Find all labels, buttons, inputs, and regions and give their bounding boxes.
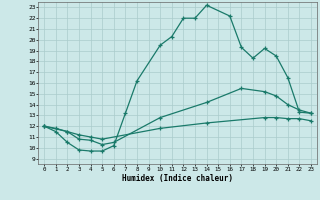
X-axis label: Humidex (Indice chaleur): Humidex (Indice chaleur) bbox=[122, 174, 233, 183]
